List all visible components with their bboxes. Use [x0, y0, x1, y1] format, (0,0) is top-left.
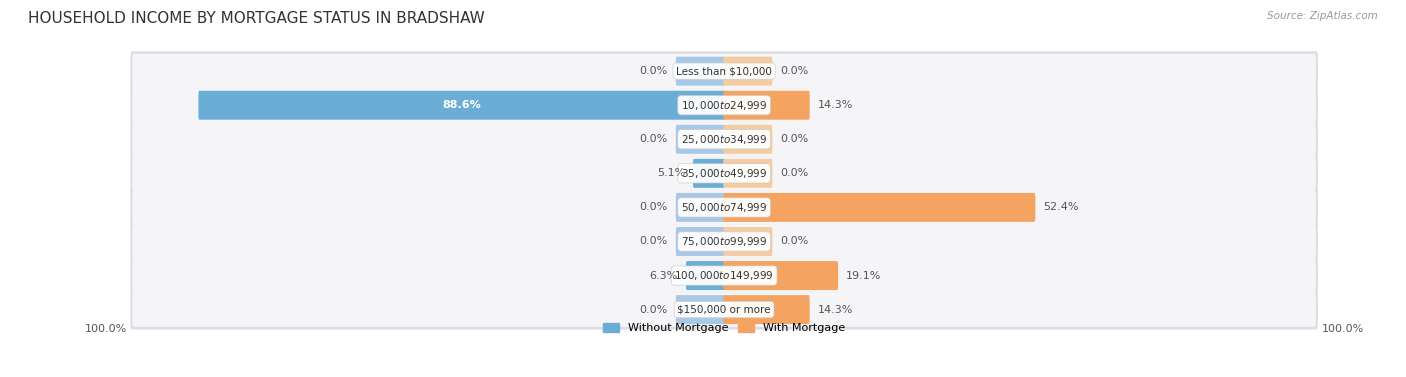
Text: $35,000 to $49,999: $35,000 to $49,999	[681, 167, 768, 180]
FancyBboxPatch shape	[723, 125, 772, 154]
FancyBboxPatch shape	[132, 190, 1316, 225]
FancyBboxPatch shape	[131, 120, 1317, 159]
Text: $10,000 to $24,999: $10,000 to $24,999	[681, 99, 768, 112]
Text: $100,000 to $149,999: $100,000 to $149,999	[675, 269, 773, 282]
Text: 0.0%: 0.0%	[780, 134, 808, 144]
Text: 0.0%: 0.0%	[780, 236, 808, 247]
FancyBboxPatch shape	[198, 91, 725, 120]
FancyBboxPatch shape	[723, 193, 1035, 222]
Text: 5.1%: 5.1%	[657, 169, 685, 178]
FancyBboxPatch shape	[132, 224, 1316, 259]
FancyBboxPatch shape	[131, 51, 1317, 91]
Text: $25,000 to $34,999: $25,000 to $34,999	[681, 133, 768, 146]
Text: 0.0%: 0.0%	[640, 236, 668, 247]
Text: Source: ZipAtlas.com: Source: ZipAtlas.com	[1267, 11, 1378, 21]
Text: 19.1%: 19.1%	[846, 271, 882, 280]
FancyBboxPatch shape	[131, 290, 1317, 329]
FancyBboxPatch shape	[132, 54, 1316, 88]
Text: 0.0%: 0.0%	[640, 134, 668, 144]
FancyBboxPatch shape	[723, 261, 838, 290]
FancyBboxPatch shape	[132, 293, 1316, 327]
Legend: Without Mortgage, With Mortgage: Without Mortgage, With Mortgage	[599, 318, 849, 337]
FancyBboxPatch shape	[723, 295, 810, 324]
FancyBboxPatch shape	[676, 295, 725, 324]
Text: 52.4%: 52.4%	[1043, 202, 1078, 212]
FancyBboxPatch shape	[131, 222, 1317, 261]
Text: 0.0%: 0.0%	[780, 169, 808, 178]
FancyBboxPatch shape	[131, 85, 1317, 125]
Text: 100.0%: 100.0%	[84, 324, 127, 334]
Text: 0.0%: 0.0%	[640, 66, 668, 76]
FancyBboxPatch shape	[132, 122, 1316, 156]
Text: 88.6%: 88.6%	[443, 100, 481, 110]
FancyBboxPatch shape	[132, 88, 1316, 123]
FancyBboxPatch shape	[131, 256, 1317, 296]
FancyBboxPatch shape	[676, 57, 725, 86]
Text: $150,000 or more: $150,000 or more	[678, 305, 770, 315]
Text: 0.0%: 0.0%	[640, 202, 668, 212]
Text: HOUSEHOLD INCOME BY MORTGAGE STATUS IN BRADSHAW: HOUSEHOLD INCOME BY MORTGAGE STATUS IN B…	[28, 11, 485, 26]
FancyBboxPatch shape	[723, 227, 772, 256]
FancyBboxPatch shape	[693, 159, 725, 188]
FancyBboxPatch shape	[686, 261, 725, 290]
Text: $75,000 to $99,999: $75,000 to $99,999	[681, 235, 768, 248]
Text: 0.0%: 0.0%	[640, 305, 668, 315]
FancyBboxPatch shape	[132, 156, 1316, 190]
Text: $50,000 to $74,999: $50,000 to $74,999	[681, 201, 768, 214]
FancyBboxPatch shape	[131, 187, 1317, 227]
FancyBboxPatch shape	[723, 159, 772, 188]
Text: Less than $10,000: Less than $10,000	[676, 66, 772, 76]
FancyBboxPatch shape	[723, 57, 772, 86]
Text: 14.3%: 14.3%	[818, 305, 853, 315]
FancyBboxPatch shape	[676, 227, 725, 256]
Text: 14.3%: 14.3%	[818, 100, 853, 110]
FancyBboxPatch shape	[131, 153, 1317, 193]
FancyBboxPatch shape	[676, 193, 725, 222]
Text: 0.0%: 0.0%	[780, 66, 808, 76]
Text: 6.3%: 6.3%	[650, 271, 678, 280]
FancyBboxPatch shape	[723, 91, 810, 120]
FancyBboxPatch shape	[132, 258, 1316, 293]
FancyBboxPatch shape	[676, 125, 725, 154]
Text: 100.0%: 100.0%	[1322, 324, 1364, 334]
